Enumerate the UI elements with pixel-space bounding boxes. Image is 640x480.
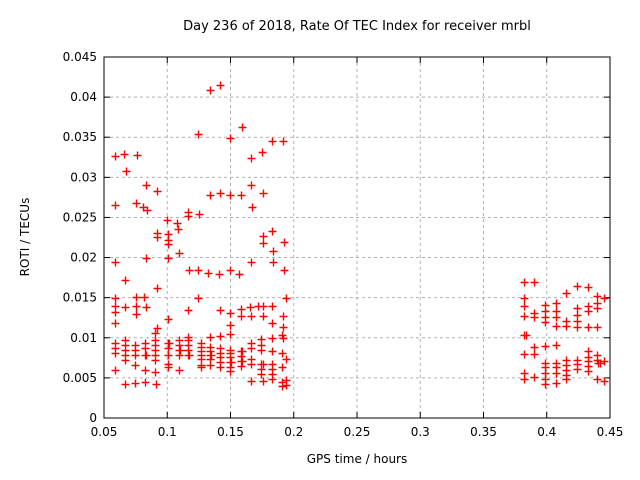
- x-axis-label: GPS time / hours: [306, 452, 408, 466]
- svg-text:0.025: 0.025: [63, 210, 97, 224]
- data-points: [111, 81, 609, 391]
- svg-text:0.3: 0.3: [411, 425, 430, 439]
- svg-text:0.2: 0.2: [284, 425, 303, 439]
- svg-text:0.45: 0.45: [597, 425, 624, 439]
- y-axis-label: ROTI / TECUs: [18, 197, 32, 277]
- svg-text:0.1: 0.1: [158, 425, 177, 439]
- svg-text:0: 0: [89, 411, 97, 425]
- plot-border: [103, 56, 611, 419]
- chart-title: Day 236 of 2018, Rate Of TEC Index for r…: [183, 19, 531, 34]
- svg-text:0.045: 0.045: [63, 50, 97, 64]
- svg-text:0.005: 0.005: [63, 371, 97, 385]
- svg-text:0.035: 0.035: [63, 130, 97, 144]
- svg-text:0.15: 0.15: [217, 425, 244, 439]
- grid-lines: [103, 56, 611, 419]
- svg-text:0.35: 0.35: [470, 425, 497, 439]
- svg-text:0.01: 0.01: [70, 331, 97, 345]
- svg-text:0.25: 0.25: [344, 425, 371, 439]
- svg-text:0.4: 0.4: [537, 425, 556, 439]
- y-tick-labels: 0 0.005 0.01 0.015 0.02 0.025 0.03 0.035 0.04 0.0…: [63, 50, 97, 425]
- svg-text:0.02: 0.02: [70, 251, 97, 265]
- svg-text:0.015: 0.015: [63, 291, 97, 305]
- svg-text:0.04: 0.04: [70, 90, 97, 104]
- svg-text:0.03: 0.03: [70, 170, 97, 184]
- x-tick-labels: 0.05 0.1 0.15 0.2 0.25 0.3 0.35 0.4 0.45: [91, 425, 624, 439]
- svg-text:0.05: 0.05: [91, 425, 118, 439]
